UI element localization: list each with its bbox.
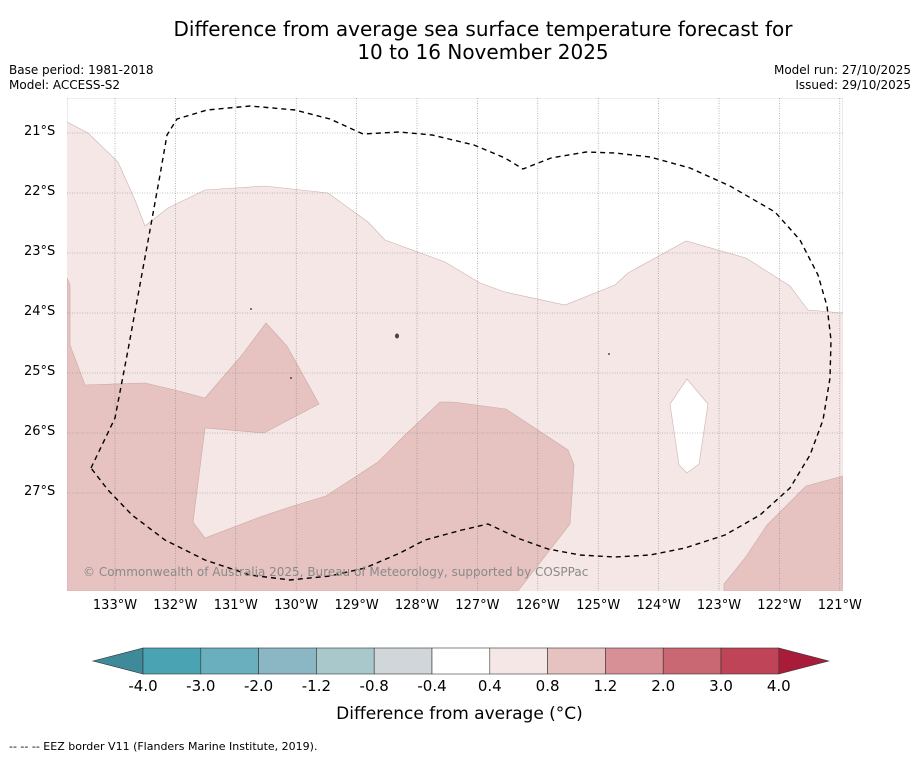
colorbar-tick-label: -1.2 bbox=[301, 677, 332, 695]
colorbar-tick-label: 2.0 bbox=[651, 677, 676, 695]
lon-label: 121°W bbox=[817, 598, 862, 613]
title-line-2: 10 to 16 November 2025 bbox=[357, 40, 609, 64]
colorbar-tick-label: -0.4 bbox=[417, 677, 447, 695]
colorbar-extend-low bbox=[91, 647, 144, 675]
lat-label: 26°S bbox=[24, 424, 56, 439]
colorbar-segment bbox=[431, 647, 491, 675]
colorbar-tick-label: -3.0 bbox=[186, 677, 216, 695]
lon-label: 127°W bbox=[455, 598, 500, 613]
lat-label: 27°S bbox=[24, 484, 56, 499]
eez-legend-note: -- -- -- EEZ border V11 (Flanders Marine… bbox=[9, 740, 318, 753]
lon-label: 126°W bbox=[515, 598, 560, 613]
colorbar-segment bbox=[605, 647, 664, 675]
colorbar-segment bbox=[258, 647, 317, 675]
lat-label: 21°S bbox=[24, 124, 56, 139]
lat-label: 22°S bbox=[24, 184, 56, 199]
lon-label: 122°W bbox=[757, 598, 802, 613]
lon-label: 129°W bbox=[334, 598, 379, 613]
colorbar-extend-high bbox=[778, 647, 830, 675]
lat-label: 25°S bbox=[24, 364, 56, 379]
colorbar-tick-label: 0.4 bbox=[477, 677, 502, 695]
anomaly-neutral-island bbox=[669, 378, 709, 474]
colorbar-tick-label: 3.0 bbox=[709, 677, 733, 695]
map-area bbox=[67, 98, 843, 591]
lon-label: 133°W bbox=[92, 598, 138, 613]
issued-date: Issued: 29/10/2025 bbox=[795, 78, 911, 92]
anomaly-band-0.8-1.2-west bbox=[67, 277, 575, 591]
title-line-1: Difference from average sea surface temp… bbox=[173, 17, 793, 41]
lon-label: 130°W bbox=[274, 598, 319, 613]
lon-label: 131°W bbox=[213, 598, 258, 613]
lon-label: 132°W bbox=[153, 598, 198, 613]
colorbar-segment bbox=[547, 647, 606, 675]
copyright-notice: © Commonwealth of Australia 2025, Bureau… bbox=[83, 565, 589, 579]
lon-label: 128°W bbox=[394, 598, 440, 613]
colorbar-segment bbox=[200, 647, 259, 675]
model-run: Model run: 27/10/2025 bbox=[773, 63, 911, 77]
colorbar-tick-label: -4.0 bbox=[128, 677, 158, 695]
data-speck bbox=[395, 333, 399, 339]
data-speck bbox=[608, 353, 610, 355]
colorbar-segment bbox=[720, 647, 780, 675]
colorbar-segment bbox=[142, 647, 202, 675]
colorbar-tick-label: 1.2 bbox=[593, 677, 618, 695]
graticule bbox=[67, 98, 843, 591]
colorbar-segment bbox=[662, 647, 722, 675]
eez-border bbox=[90, 105, 832, 581]
colorbar-tick-label: -0.8 bbox=[359, 677, 389, 695]
model-name: Model: ACCESS-S2 bbox=[9, 78, 121, 92]
meta-left: Base period: 1981-2018 Model: ACCESS-S2 bbox=[9, 63, 154, 93]
data-speck bbox=[250, 308, 252, 310]
lon-label: 125°W bbox=[576, 598, 621, 613]
colorbar-segment bbox=[316, 647, 375, 675]
base-period: Base period: 1981-2018 bbox=[9, 63, 154, 77]
meta-right: Model run: 27/10/2025 Issued: 29/10/2025 bbox=[774, 63, 911, 93]
colorbar-tick-label: 4.0 bbox=[766, 677, 791, 695]
lat-label: 24°S bbox=[24, 304, 56, 319]
lat-label: 23°S bbox=[24, 244, 56, 259]
colorbar-segment bbox=[373, 647, 433, 675]
anomaly-band-0.8-1.2-east bbox=[723, 475, 843, 591]
colorbar-segment bbox=[489, 647, 548, 675]
data-speck bbox=[290, 377, 292, 379]
colorbar-title: Difference from average (°C) bbox=[336, 704, 583, 724]
colorbar-tick-label: 0.8 bbox=[535, 677, 560, 695]
page-title: Difference from average sea surface temp… bbox=[0, 18, 919, 64]
lon-label: 124°W bbox=[636, 598, 681, 613]
anomaly-neutral-region bbox=[67, 98, 843, 314]
colorbar-tick-label: -2.0 bbox=[243, 677, 274, 695]
colorbar bbox=[91, 647, 830, 675]
lon-label: 123°W bbox=[696, 598, 742, 613]
